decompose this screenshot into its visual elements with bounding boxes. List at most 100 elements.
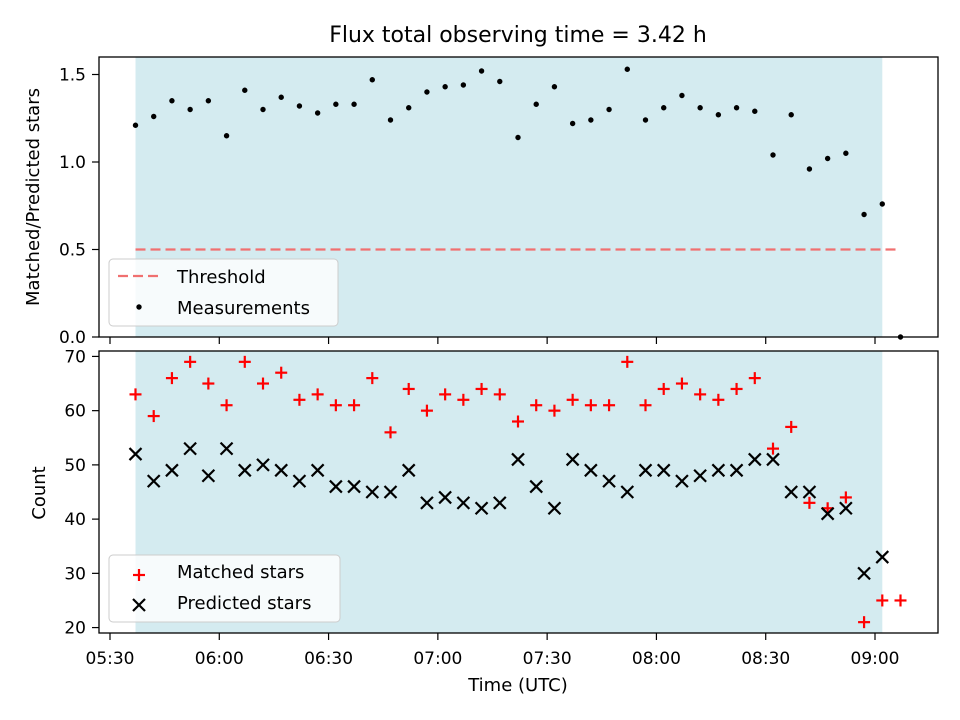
matched-star-point	[694, 388, 707, 401]
count-panel: 20 30 40 50 60 70 05:30 06:00 06:30 07:00 07:30 08…	[29, 347, 939, 696]
ratio-panel: 0.0 0.5 1.0 1.5 Matched/Predicted stars Thr…	[23, 56, 939, 348]
measurement-point	[642, 117, 649, 123]
predicted-stars-points	[128, 441, 890, 581]
predicted-star-point	[183, 441, 197, 456]
measurement-point	[333, 101, 339, 107]
matched-star-point	[548, 404, 561, 417]
measurement-point	[861, 211, 867, 218]
measurement-point	[569, 120, 576, 127]
predicted-star-point	[656, 463, 671, 478]
matched-star-point	[238, 355, 251, 368]
predicted-star-point	[201, 468, 216, 483]
x-tick-label: 09:00	[851, 649, 900, 669]
ratio-legend: Threshold Measurements	[108, 258, 339, 327]
count-y-tick-label: 20	[64, 619, 86, 639]
matched-star-point	[257, 377, 269, 390]
matched-star-point	[603, 399, 616, 412]
matched-star-point	[311, 388, 324, 401]
predicted-star-point	[310, 463, 325, 478]
matched-star-point	[621, 355, 634, 368]
matched-star-point	[566, 393, 579, 406]
x-tick-label: 07:30	[523, 649, 572, 669]
legend-measurements-label: Measurements	[177, 298, 310, 319]
count-y-axis-label: Count	[29, 466, 50, 519]
measurement-point	[169, 98, 175, 104]
predicted-star-point	[748, 452, 762, 467]
matched-star-point	[457, 393, 470, 406]
matched-star-point	[639, 399, 652, 412]
matched-star-point	[165, 372, 178, 385]
matched-star-point	[803, 496, 816, 509]
predicted-star-point	[383, 485, 398, 499]
measurement-point	[879, 201, 885, 207]
predicted-star-point	[274, 463, 288, 478]
ratio-y-tick-label: 0.5	[59, 241, 86, 261]
predicted-star-point	[401, 463, 416, 478]
predicted-star-point	[547, 501, 562, 516]
matched-star-point	[184, 355, 197, 368]
ratio-legend-box	[108, 258, 339, 327]
matched-star-point	[858, 616, 871, 629]
matched-star-point	[147, 410, 160, 423]
legend-matched-label: Matched stars	[177, 562, 304, 583]
count-y-tick-label: 40	[64, 510, 86, 530]
predicted-star-point	[875, 550, 890, 564]
predicted-star-point	[456, 496, 471, 510]
predicted-star-point	[638, 463, 653, 478]
predicted-star-point	[238, 463, 252, 478]
predicted-star-point	[693, 468, 707, 483]
measurement-point	[697, 105, 703, 111]
chart-title: Flux total observing time = 3.42 h	[329, 23, 707, 48]
matched-stars-points	[129, 355, 907, 629]
measurement-point	[588, 117, 594, 123]
predicted-star-point	[511, 452, 525, 467]
matched-star-point	[712, 393, 725, 406]
measurement-point	[460, 82, 467, 88]
measurement-point	[260, 106, 266, 113]
count-plot-frame	[98, 350, 939, 634]
legend-measurements-swatch	[136, 304, 142, 310]
legend-threshold-label: Threshold	[176, 267, 266, 288]
predicted-star-point	[784, 485, 798, 499]
matched-star-point	[512, 415, 524, 428]
measurement-point	[242, 87, 248, 93]
measurement-point	[424, 89, 430, 95]
ratio-y-axis-label: Matched/Predicted stars	[23, 88, 44, 306]
matched-star-point	[329, 399, 342, 412]
matched-star-point	[839, 491, 852, 504]
predicted-star-point	[128, 447, 143, 461]
count-y-tick-label: 70	[64, 347, 86, 367]
matched-star-point	[785, 420, 798, 433]
x-tick-label: 08:00	[632, 649, 681, 669]
predicted-star-point	[820, 506, 835, 521]
matched-star-point	[202, 377, 215, 390]
predicted-star-point	[219, 441, 234, 456]
predicted-star-point	[493, 496, 507, 510]
predicted-star-point	[329, 479, 343, 494]
x-tick-label: 07:00	[413, 649, 462, 669]
measurement-point	[624, 66, 630, 72]
legend-predicted-label: Predicted stars	[177, 593, 311, 614]
predicted-star-point	[602, 474, 616, 488]
measurement-point	[223, 133, 230, 139]
matched-star-point	[293, 393, 306, 406]
matched-star-point	[584, 399, 597, 412]
predicted-star-point	[292, 474, 307, 488]
measurement-point	[843, 150, 849, 156]
matched-star-point	[275, 366, 288, 379]
predicted-star-point	[766, 452, 780, 467]
predicted-star-point	[675, 474, 689, 488]
matched-star-point	[439, 388, 452, 401]
predicted-star-point	[729, 463, 744, 478]
measurement-point	[278, 94, 284, 100]
predicted-star-point	[420, 496, 434, 510]
measurement-point	[442, 84, 448, 90]
matched-star-point	[675, 377, 688, 390]
measurement-point	[351, 101, 357, 107]
measurement-point	[478, 68, 485, 74]
matched-star-point	[129, 388, 142, 401]
x-tick-label: 06:30	[304, 649, 353, 669]
predicted-star-point	[839, 501, 853, 516]
predicted-star-point	[146, 474, 161, 488]
